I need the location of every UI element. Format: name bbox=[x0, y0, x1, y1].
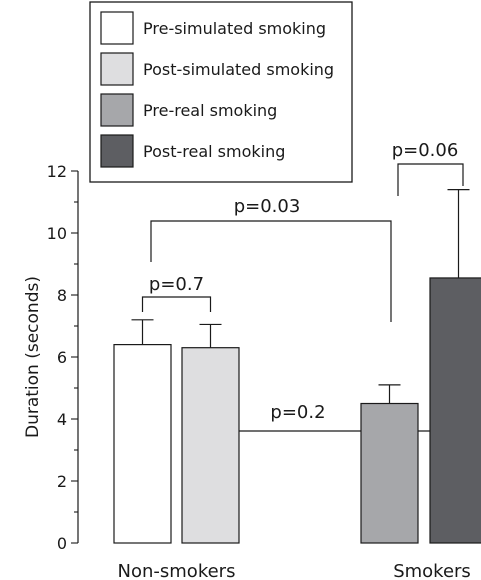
y-tick-label: 2 bbox=[57, 472, 67, 491]
p-value-label: p=0.7 bbox=[149, 274, 204, 295]
bar-group bbox=[113, 319, 172, 544]
bracket bbox=[150, 220, 392, 322]
bar-group bbox=[360, 384, 419, 544]
bracket bbox=[141, 296, 212, 312]
p-value-label: p=0.06 bbox=[392, 140, 459, 161]
legend: Pre-simulated smoking Post-simulated smok… bbox=[89, 1, 353, 183]
bar-group bbox=[429, 189, 481, 544]
bracket bbox=[397, 163, 464, 196]
legend-box bbox=[89, 1, 353, 183]
legend-label: Pre-simulated smoking bbox=[143, 19, 326, 38]
bar bbox=[113, 344, 172, 544]
legend-swatch bbox=[100, 93, 134, 127]
x-axis: Non-smokers Smokers bbox=[118, 561, 471, 580]
bar-group bbox=[181, 323, 240, 544]
significance-annotations: p=0.7 p=0.03 p=0.06 p=0.2 bbox=[141, 140, 464, 440]
p-value-label: p=0.03 bbox=[234, 196, 301, 217]
legend-label: Post-simulated smoking bbox=[143, 60, 334, 79]
bar bbox=[429, 277, 481, 544]
legend-swatch bbox=[100, 134, 134, 168]
y-axis-label: Duration (seconds) bbox=[23, 276, 43, 438]
legend-swatch bbox=[100, 11, 134, 45]
bracket bbox=[223, 430, 458, 440]
y-tick-label: 8 bbox=[57, 286, 67, 305]
y-tick-label: 12 bbox=[47, 162, 67, 181]
legend-label: Pre-real smoking bbox=[143, 101, 277, 120]
y-axis: 0 2 4 6 8 10 12 Duration (seconds) bbox=[23, 162, 79, 553]
bar bbox=[360, 402, 419, 544]
y-tick-label: 0 bbox=[57, 534, 67, 553]
legend-swatch bbox=[100, 52, 134, 86]
bar bbox=[181, 347, 240, 544]
legend-label: Post-real smoking bbox=[143, 142, 285, 161]
y-tick-label: 10 bbox=[47, 224, 67, 243]
y-tick-label: 4 bbox=[57, 410, 67, 429]
x-category-label: Smokers bbox=[393, 561, 471, 580]
bars bbox=[113, 189, 481, 544]
x-category-label: Non-smokers bbox=[118, 561, 236, 580]
y-tick-label: 6 bbox=[57, 348, 67, 367]
p-value-label: p=0.2 bbox=[270, 402, 325, 423]
